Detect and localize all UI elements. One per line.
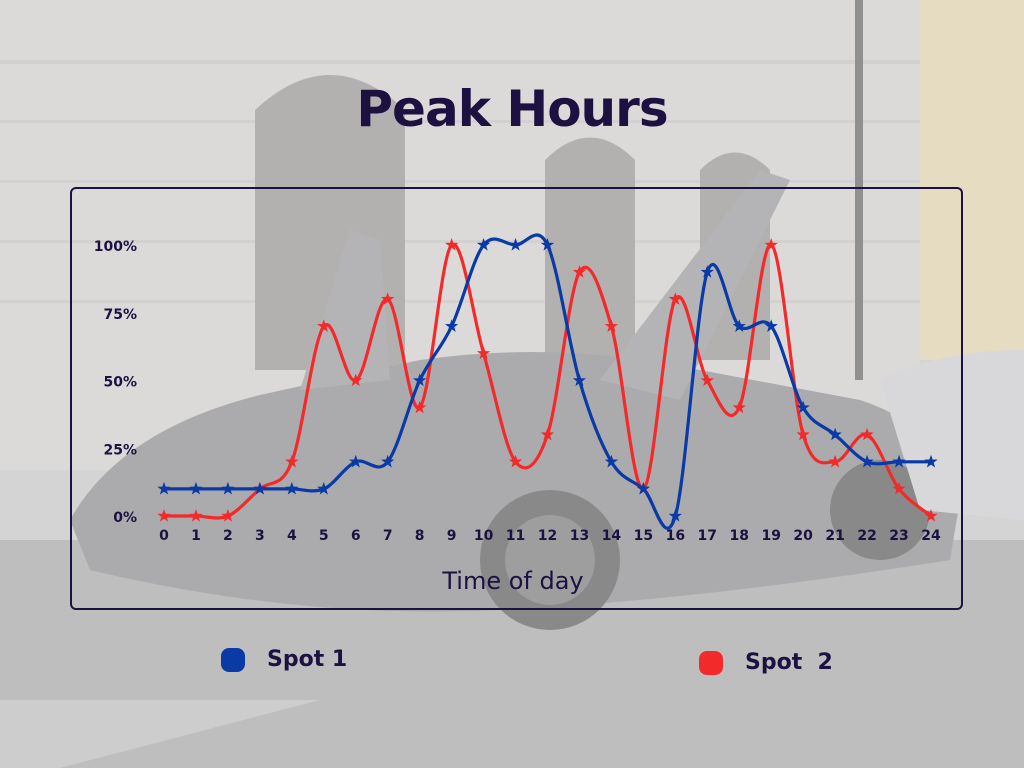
series-line-spot-2 — [162, 242, 933, 520]
x-tick-label: 22 — [857, 528, 876, 544]
data-point-spot-1 — [476, 238, 491, 251]
data-point-spot-1 — [764, 319, 778, 332]
data-point-spot-2 — [732, 400, 746, 414]
x-tick-label: 12 — [538, 528, 557, 544]
x-tick-label: 21 — [825, 528, 844, 544]
x-tick-label: 11 — [506, 528, 525, 544]
y-tick-label: 25% — [103, 442, 137, 458]
data-point-spot-2 — [444, 238, 459, 251]
data-point-spot-1 — [572, 373, 587, 387]
x-tick-label: 4 — [287, 528, 297, 544]
data-point-spot-1 — [189, 481, 203, 495]
data-point-spot-1 — [668, 509, 682, 522]
data-point-spot-1 — [253, 481, 267, 495]
data-point-spot-1 — [285, 481, 299, 495]
data-point-spot-2 — [221, 509, 235, 522]
data-point-spot-2 — [476, 346, 491, 360]
data-point-spot-1 — [381, 454, 395, 468]
data-point-spot-1 — [924, 454, 938, 468]
data-point-spot-1 — [444, 319, 459, 332]
data-point-spot-2 — [413, 400, 427, 414]
data-point-spot-2 — [700, 373, 714, 387]
data-point-spot-2 — [828, 454, 842, 468]
y-tick-label: 75% — [103, 307, 137, 323]
data-point-spot-1 — [540, 238, 555, 251]
data-point-spot-2 — [924, 509, 938, 522]
data-point-spot-2 — [381, 292, 395, 305]
data-point-spot-2 — [508, 454, 523, 468]
y-tick-label: 100% — [94, 239, 137, 255]
legend-swatch-spot-2 — [699, 650, 723, 675]
x-tick-label: 24 — [921, 528, 941, 544]
x-tick-label: 16 — [666, 528, 685, 544]
data-point-spot-1 — [892, 454, 906, 468]
data-point-spot-2 — [285, 454, 299, 468]
data-point-spot-1 — [349, 454, 363, 468]
x-tick-label: 15 — [634, 528, 653, 544]
series-line-spot-1 — [162, 233, 933, 530]
data-point-spot-1 — [221, 481, 235, 495]
chart-frame — [70, 187, 963, 610]
data-point-spot-1 — [508, 238, 523, 251]
data-point-spot-2 — [157, 509, 171, 522]
x-tick-label: 8 — [415, 528, 425, 544]
legend-swatch-spot-1 — [221, 647, 245, 672]
x-tick-label: 20 — [793, 528, 813, 544]
data-point-spot-2 — [317, 319, 331, 332]
data-point-spot-1 — [157, 481, 171, 495]
data-point-spot-1 — [413, 373, 427, 387]
data-point-spot-2 — [892, 481, 906, 495]
data-point-spot-1 — [317, 481, 331, 495]
chart-title: Peak Hours — [356, 80, 668, 138]
data-point-spot-1 — [796, 400, 810, 414]
x-tick-label: 23 — [889, 528, 908, 544]
data-point-spot-1 — [828, 427, 842, 441]
x-tick-label: 0 — [159, 528, 169, 544]
x-tick-label: 14 — [602, 528, 622, 544]
data-point-spot-1 — [700, 265, 714, 278]
legend-item-spot-2: Spot 2 — [699, 650, 833, 675]
y-tick-label: 0% — [113, 510, 137, 526]
data-point-spot-1 — [604, 454, 619, 468]
x-tick-label: 10 — [474, 528, 494, 544]
x-tick-label: 5 — [319, 528, 329, 544]
data-point-spot-2 — [604, 319, 619, 332]
legend-label-spot-1: Spot 1 — [267, 647, 348, 672]
legend-label-spot-2: Spot 2 — [745, 650, 833, 675]
data-point-spot-1 — [860, 454, 874, 468]
legend-item-spot-1: Spot 1 — [221, 647, 347, 672]
data-point-spot-2 — [796, 427, 810, 441]
data-point-spot-1 — [732, 319, 746, 332]
x-tick-label: 7 — [383, 528, 393, 544]
data-point-spot-2 — [668, 292, 682, 305]
x-tick-label: 19 — [761, 528, 780, 544]
x-tick-label: 2 — [223, 528, 233, 544]
data-point-spot-1 — [636, 481, 651, 495]
data-point-spot-2 — [540, 427, 555, 441]
y-tick-label: 50% — [103, 375, 137, 391]
x-tick-label: 1 — [191, 528, 201, 544]
data-point-spot-2 — [189, 509, 203, 522]
x-axis-label: Time of day — [441, 567, 583, 595]
data-point-spot-2 — [860, 427, 874, 441]
x-tick-label: 13 — [570, 528, 589, 544]
x-tick-label: 17 — [698, 528, 717, 544]
data-point-spot-2 — [764, 238, 778, 251]
data-point-spot-2 — [349, 373, 363, 387]
x-tick-label: 3 — [255, 528, 265, 544]
x-tick-label: 18 — [730, 528, 749, 544]
x-tick-label: 6 — [351, 528, 361, 544]
x-tick-label: 9 — [447, 528, 457, 544]
data-point-spot-2 — [572, 265, 587, 278]
